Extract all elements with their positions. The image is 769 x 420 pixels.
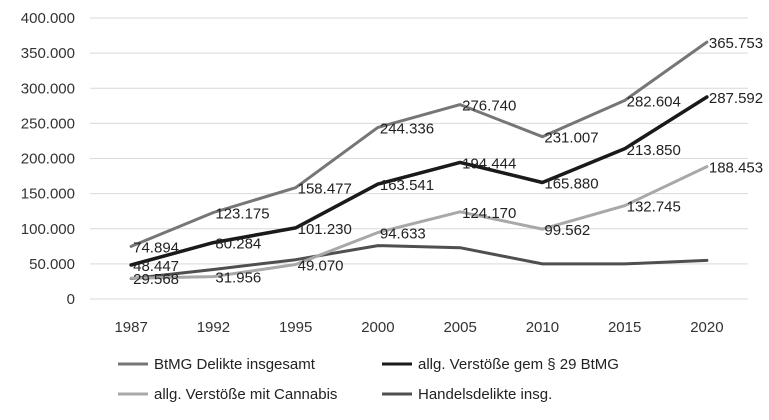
y-tick-label: 350.000 <box>21 45 75 62</box>
data-label: 49.070 <box>298 258 344 275</box>
x-tick-label: 2000 <box>361 319 394 336</box>
data-label: 132.745 <box>627 199 681 216</box>
data-label: 48.447 <box>133 258 179 275</box>
x-tick-label: 1987 <box>114 319 147 336</box>
y-tick-label: 200.000 <box>21 151 75 168</box>
y-tick-label: 300.000 <box>21 80 75 97</box>
gridlines <box>90 17 748 300</box>
series-line <box>129 244 709 281</box>
x-tick-label: 2005 <box>443 319 476 336</box>
x-tick-label: 2015 <box>608 319 641 336</box>
data-label: 165.880 <box>544 175 598 192</box>
x-tick-label: 2010 <box>526 319 559 336</box>
data-label: 231.007 <box>544 130 598 147</box>
y-axis-tick-labels: 0 50.000 100.000 150.000 200.000 250.000 300.0… <box>21 10 75 308</box>
legend-label: BtMG Delikte insgesamt <box>154 356 316 373</box>
legend: BtMG Delikte insgesamt allg. Verstöße gem… <box>118 356 619 403</box>
legend-label: Handelsdelikte insg. <box>418 386 552 403</box>
y-tick-label: 150.000 <box>21 186 75 203</box>
data-label: 31.956 <box>215 270 261 287</box>
data-label: 244.336 <box>380 120 434 137</box>
data-label: 213.850 <box>627 142 681 159</box>
data-label: 163.541 <box>380 177 434 194</box>
data-label: 74.894 <box>133 239 179 256</box>
y-tick-label: 50.000 <box>29 256 75 273</box>
x-tick-label: 1992 <box>197 319 230 336</box>
data-label: 365.753 <box>709 35 763 52</box>
y-tick-label: 100.000 <box>21 221 75 238</box>
y-tick-label: 250.000 <box>21 115 75 132</box>
data-label: 276.740 <box>462 98 516 115</box>
x-axis-tick-labels: 1987 1992 1995 2000 2005 2010 2015 2020 <box>114 319 723 336</box>
data-labels: 74.894 123.175 158.477 244.336 276.740 231.00… <box>133 35 763 288</box>
y-tick-label: 400.000 <box>21 10 75 27</box>
data-label: 194.444 <box>462 155 516 172</box>
data-label: 158.477 <box>298 181 352 198</box>
series-line <box>129 165 709 280</box>
x-tick-label: 1995 <box>279 319 312 336</box>
y-tick-label: 0 <box>67 291 75 308</box>
data-label: 124.170 <box>462 205 516 222</box>
data-label: 123.175 <box>215 205 269 222</box>
data-label: 188.453 <box>709 160 763 177</box>
series-line <box>129 40 709 248</box>
data-label: 99.562 <box>544 222 590 239</box>
series-line <box>129 95 709 267</box>
data-label: 80.284 <box>215 236 261 253</box>
data-label: 282.604 <box>627 93 681 110</box>
data-label: 29.568 <box>133 271 179 288</box>
data-label: 94.633 <box>380 226 426 243</box>
data-label: 101.230 <box>298 221 352 238</box>
data-label: 287.592 <box>709 90 763 107</box>
legend-label: allg. Verstöße mit Cannabis <box>154 386 337 403</box>
x-tick-label: 2020 <box>690 319 723 336</box>
legend-label: allg. Verstöße gem § 29 BtMG <box>418 356 619 373</box>
series-lines <box>129 40 709 281</box>
